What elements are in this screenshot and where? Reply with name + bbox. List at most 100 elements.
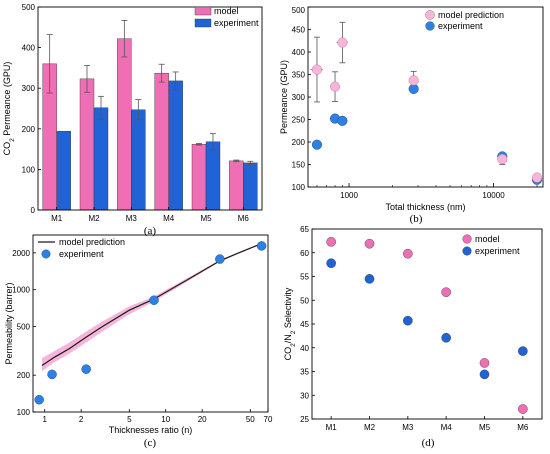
x-tick-label: M3 <box>402 423 414 432</box>
plot-frame <box>32 234 269 413</box>
y-tick-label: 300 <box>292 93 306 102</box>
y-tick-label: 0 <box>31 206 36 215</box>
legend-label: experiment <box>438 21 483 31</box>
x-tick-label: 70 <box>264 415 273 424</box>
y-tick-label: 300 <box>22 84 36 93</box>
y-axis-label-part: Permeance (GPU) <box>2 62 12 139</box>
legend-label: experiment <box>59 249 104 259</box>
bar-experiment <box>131 109 146 211</box>
y-axis-label-part: 2 <box>9 138 16 142</box>
plot-frame <box>311 228 543 420</box>
point-model <box>364 238 375 249</box>
y-tick-label: 500 <box>22 3 36 12</box>
point-model-prediction <box>497 154 508 165</box>
y-axis-label: CO2 Permeance (GPU) <box>2 62 16 156</box>
point-experiment <box>81 364 91 374</box>
y-axis-label-part: Permeability (barrer) <box>4 282 14 364</box>
y-axis-label: Permeance (GPU) <box>279 60 289 134</box>
y-tick-label: 1000 <box>12 286 30 295</box>
panel-c: 100 200 500 1000 2000 1 2 5 10 20 50 70 Thicknesses … <box>4 234 273 449</box>
point-model-prediction <box>329 81 341 92</box>
bar-model <box>229 160 244 211</box>
point-experiment <box>256 241 267 251</box>
legend-label: model <box>475 234 500 244</box>
bar-experiment <box>56 131 71 211</box>
y-axis-label-part: CO <box>2 142 12 156</box>
bar-model <box>79 78 95 211</box>
point-model-prediction <box>311 64 323 75</box>
y-tick-label: 2000 <box>12 249 30 258</box>
y-axis-label: CO2/N2 Selectivity <box>283 287 297 360</box>
y-tick-label: 250 <box>292 116 306 125</box>
x-tick-label: 5 <box>127 415 132 424</box>
x-tick-label: 10000 <box>482 191 505 200</box>
point-experiment <box>215 254 225 264</box>
legend-marker <box>462 234 472 244</box>
y-axis-label-part: CO <box>283 347 293 361</box>
y-tick-label: 45 <box>300 320 309 329</box>
x-tick-label: M6 <box>517 423 529 432</box>
point-model-prediction <box>531 172 543 183</box>
point-experiment <box>337 115 348 126</box>
x-tick-label: M2 <box>88 214 100 223</box>
y-tick-label: 55 <box>300 273 309 282</box>
point-experiment <box>311 139 323 150</box>
y-tick-label: 35 <box>300 368 309 377</box>
bar-model <box>117 38 132 211</box>
legend-label: experiment <box>475 246 520 256</box>
y-tick-label: 25 <box>300 415 309 424</box>
y-tick-label: 100 <box>17 408 31 417</box>
panel-label: (a) <box>144 225 157 237</box>
y-axis-label-part: Permeance (GPU) <box>279 60 289 134</box>
y-axis-label-part: Selectivity <box>283 287 293 331</box>
x-tick-label: 10 <box>161 415 170 424</box>
legend-marker <box>425 10 435 20</box>
x-tick-label: 20 <box>198 415 207 424</box>
panel-b: 100 150 200 250 300 350 400 450 500 1000 10000 Tota… <box>279 6 544 225</box>
legend-swatch <box>194 6 212 16</box>
point-experiment <box>518 346 528 356</box>
legend-label: model prediction <box>59 237 125 247</box>
bar-model <box>191 144 207 211</box>
x-tick-label: 2 <box>79 415 84 424</box>
y-tick-label: 65 <box>300 225 309 234</box>
bar-model <box>154 72 169 211</box>
y-tick-label: 50 <box>300 296 309 305</box>
x-tick-label: 1 <box>43 415 48 424</box>
point-model <box>479 358 490 368</box>
legend-label: experiment <box>214 18 259 28</box>
bar-experiment <box>168 80 183 211</box>
model-uncertainty-band <box>42 243 260 372</box>
point-experiment <box>364 274 375 284</box>
point-experiment <box>441 332 451 343</box>
panel-label: (d) <box>422 437 435 449</box>
point-experiment <box>479 369 490 380</box>
point-model <box>403 248 413 259</box>
x-tick-label: M4 <box>441 423 453 432</box>
x-tick-label: 1000 <box>340 191 358 200</box>
x-tick-label: M5 <box>200 214 212 223</box>
y-tick-label: 100 <box>22 165 36 174</box>
y-tick-label: 200 <box>22 125 36 134</box>
y-tick-label: 200 <box>17 371 31 380</box>
y-tick-label: 500 <box>17 323 31 332</box>
plot-frame <box>307 6 544 188</box>
y-axis-label-part: 2 <box>290 343 297 347</box>
bar-experiment <box>93 107 109 211</box>
panel-label: (c) <box>144 437 157 449</box>
legend-label: model prediction <box>438 10 504 20</box>
point-experiment <box>403 315 413 326</box>
point-model <box>518 404 528 414</box>
y-tick-label: 100 <box>292 183 306 192</box>
y-tick-label: 400 <box>22 44 36 53</box>
panel-label: (b) <box>410 213 423 225</box>
x-tick-label: M6 <box>238 214 250 223</box>
x-tick-label: M2 <box>364 423 376 432</box>
y-tick-label: 200 <box>292 138 306 147</box>
bar-experiment <box>243 162 258 211</box>
legend-label: model <box>214 6 239 16</box>
y-axis-label-part: /N <box>283 334 293 343</box>
x-tick-label: M4 <box>163 214 175 223</box>
